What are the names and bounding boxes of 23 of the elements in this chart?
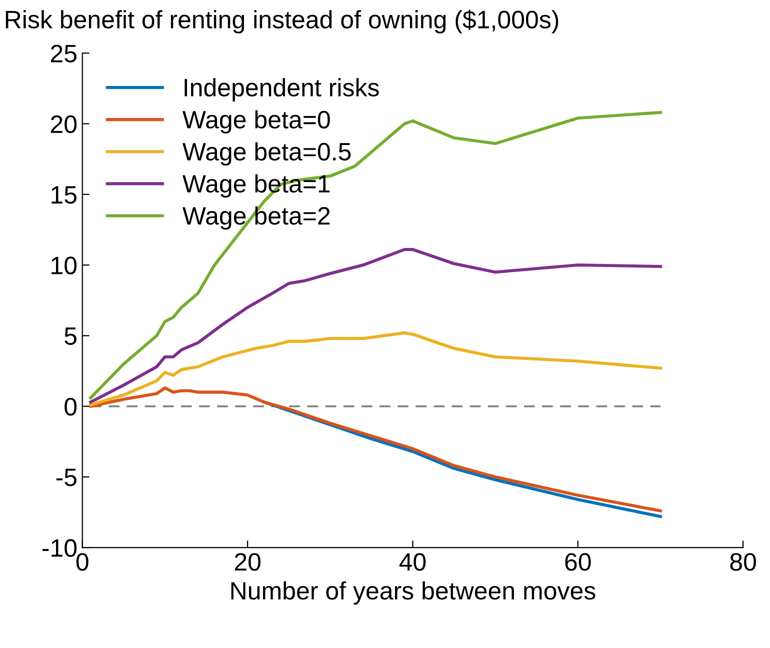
y-tick-label: 15: [52, 186, 76, 204]
y-tick-label: -5: [56, 468, 76, 486]
chart-title: Risk benefit of renting instead of owning ($1,000s): [6, 10, 558, 34]
x-tick-label: 60: [565, 553, 591, 571]
line-series: [89, 331, 662, 406]
y-tick-label: 10: [52, 256, 77, 274]
y-tick-label: -10: [42, 539, 77, 557]
y-tick-label: 5: [64, 328, 76, 345]
y-tick-label: 20: [50, 115, 77, 134]
legend-label: Wage beta=2: [182, 206, 330, 230]
x-tick-label: 20: [234, 553, 260, 571]
legend-label: Wage beta=0: [182, 110, 330, 134]
x-tick-label: 40: [399, 553, 426, 571]
x-tick-label: 80: [730, 553, 756, 571]
y-tick-label: 25: [50, 44, 76, 62]
line-series: [89, 248, 662, 404]
line-series: [89, 110, 662, 400]
legend-label: Wage beta=0.5: [182, 142, 351, 166]
legend-label: Independent risks: [184, 78, 379, 102]
y-tick-label: 0: [64, 398, 77, 416]
line-series: [89, 386, 662, 512]
x-tick-label: 0: [76, 553, 88, 571]
x-axis-title: Number of years between moves: [231, 581, 596, 605]
